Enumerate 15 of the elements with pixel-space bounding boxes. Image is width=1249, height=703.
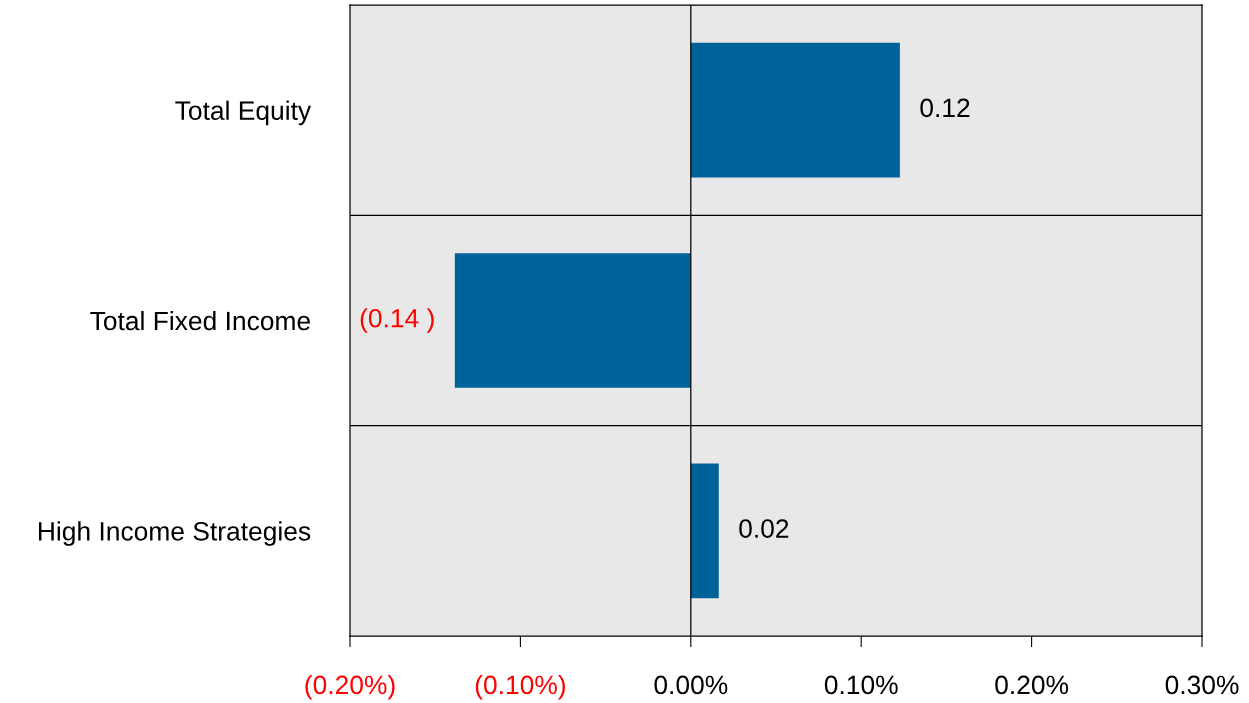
y-tick-label: Total Fixed Income — [90, 310, 310, 331]
data-label: 0.12 — [920, 98, 970, 118]
bar — [690, 463, 719, 599]
x-tick-label: (0.10%) — [475, 674, 565, 700]
y-tick-label: High Income Strategies — [39, 521, 311, 546]
x-tick-label: (0.20%) — [305, 674, 395, 700]
x-tick-label: 0.00% — [654, 675, 728, 695]
x-tick-label: 0.20% — [995, 675, 1069, 695]
bar — [454, 253, 691, 388]
data-label: 0.02 — [739, 519, 789, 538]
y-tick-label: Total Equity — [175, 100, 312, 126]
bar — [690, 42, 900, 178]
data-label: (0.14 ) — [360, 308, 434, 333]
x-tick-label: 0.30% — [1165, 675, 1239, 695]
x-tick-label: 0.10% — [824, 675, 898, 695]
